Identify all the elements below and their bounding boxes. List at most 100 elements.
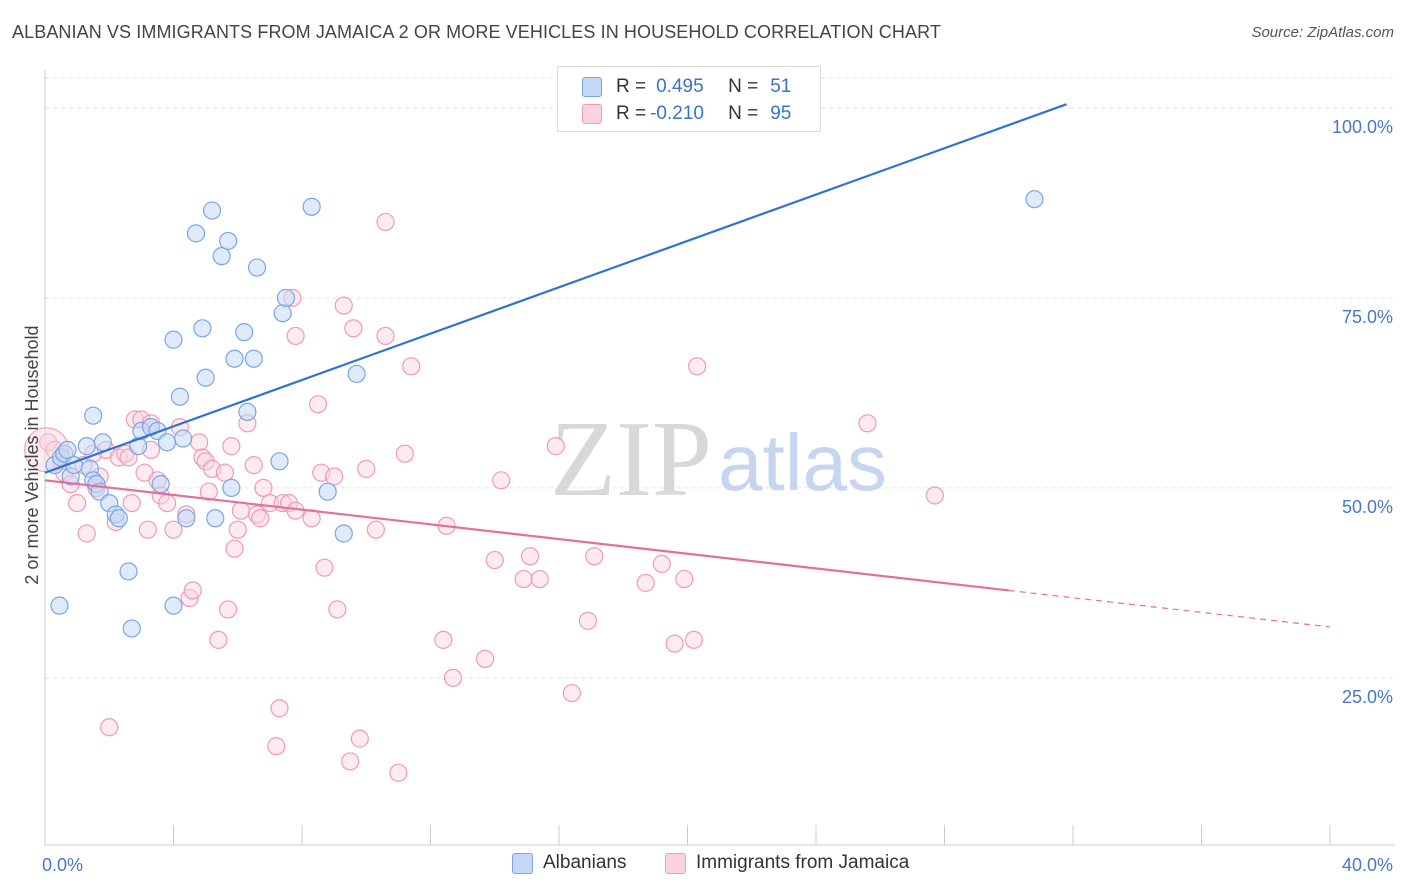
albanian-point [77,437,96,456]
albanian-point [206,509,225,528]
jamaica-point [100,718,119,737]
legend-n-value: 95 [770,103,792,124]
albanian-point [318,482,337,501]
jamaica-point [183,581,202,600]
jamaica-point [357,459,376,478]
jamaica-legend-swatch [665,852,686,874]
chart-title: ALBANIAN VS IMMIGRANTS FROM JAMAICA 2 OR… [12,22,941,42]
legend-row-albanians: R = 0.495 N = 51 [582,75,791,99]
jamaica-point [190,433,209,452]
jamaica-point [688,357,707,376]
albanian-point [270,452,289,471]
jamaica-point [562,683,581,703]
albanian-point [177,509,196,528]
y-tick-label: 25.0% [1342,687,1393,707]
albanian-point [276,288,296,308]
legend-r-value: -0.210 [650,103,704,124]
jamaica-point [530,569,549,589]
jamaica-point [68,493,87,513]
legend-n-label: N = [728,103,759,124]
jamaica-point [376,212,395,232]
jamaica-point [196,452,215,471]
legend-item-jamaica: Immigrants from Jamaica [665,852,909,874]
correlation-legend: R = 0.495 N = 51 R = -0.210 N = 95 [557,66,821,132]
albanian-point [222,478,241,497]
jamaica-point [476,649,495,668]
jamaica-point [209,630,228,649]
albanian-point [186,224,206,243]
albanian-point [1025,190,1044,209]
albanian-point [164,596,183,615]
jamaica-point [315,558,334,577]
jamaica-point [402,357,421,376]
jamaica-swatch [582,104,602,124]
x-tick-label: 40.0% [1342,855,1393,875]
albanian-point [157,433,177,452]
jamaica-point [325,467,344,486]
jamaica-trend-extension [1008,589,1331,628]
albanian-point [225,349,244,368]
jamaica-point [376,326,395,346]
jamaica-point [546,437,565,456]
jamaica-point [684,630,704,649]
grid-lines [45,77,1395,679]
albanian-point [247,258,267,277]
albanian-points [45,190,1044,638]
jamaica-point [514,569,533,589]
jamaica-point [334,296,353,315]
albanian-point [164,330,183,349]
albanians-swatch [582,77,602,97]
x-tick-labels: 0.0% 40.0% [42,855,1393,875]
albanian-point [196,368,215,387]
jamaica-point [328,600,347,619]
jamaica-point [244,455,263,475]
jamaica-point [858,414,877,433]
albanian-point [302,197,321,216]
albanian-point [334,524,353,543]
x-tick-label: 0.0% [42,855,83,875]
albanian-point [50,596,69,615]
watermark: ZIP atlas [550,400,887,519]
albanian-point [347,364,366,384]
jamaica-point [578,611,598,630]
legend-n-value: 51 [770,76,792,97]
jamaica-point [77,524,96,543]
jamaica-point [215,463,234,482]
albanian-point [244,349,263,368]
jamaica-point [344,319,363,338]
albanian-point [212,247,231,266]
legend-item-albanians: Albanians [512,852,626,874]
axes [44,70,1395,846]
jamaica-point [636,573,655,592]
y-tick-label: 100.0% [1332,117,1393,137]
albanian-point [122,619,141,638]
jamaica-point [520,547,540,566]
albanian-point [109,509,128,528]
jamaica-point [652,554,671,573]
albanian-point [219,231,238,251]
jamaica-point [485,550,504,570]
jamaica-point [675,569,694,589]
jamaica-point [138,520,157,539]
albanian-point [238,402,257,422]
albanians-legend-label: Albanians [543,852,627,873]
y-tick-label: 75.0% [1342,307,1393,327]
watermark-atlas: atlas [718,418,887,507]
jamaica-point [286,326,305,346]
albanian-point [119,562,138,581]
albanians-legend-swatch [512,852,533,874]
jamaica-point [228,520,247,539]
jamaica-point [251,509,270,528]
watermark-zip: ZIP [550,400,712,519]
albanian-point [93,433,112,452]
jamaica-point [492,471,511,490]
y-axis-label: 2 or more Vehicles in Household [22,325,42,584]
albanian-point [235,323,254,342]
trend-lines [44,103,1331,628]
albanian-point [84,406,103,425]
jamaica-point [219,600,238,619]
albanian-point [151,474,170,494]
jamaica-point [199,482,218,501]
jamaica-trend-line [44,479,1009,592]
